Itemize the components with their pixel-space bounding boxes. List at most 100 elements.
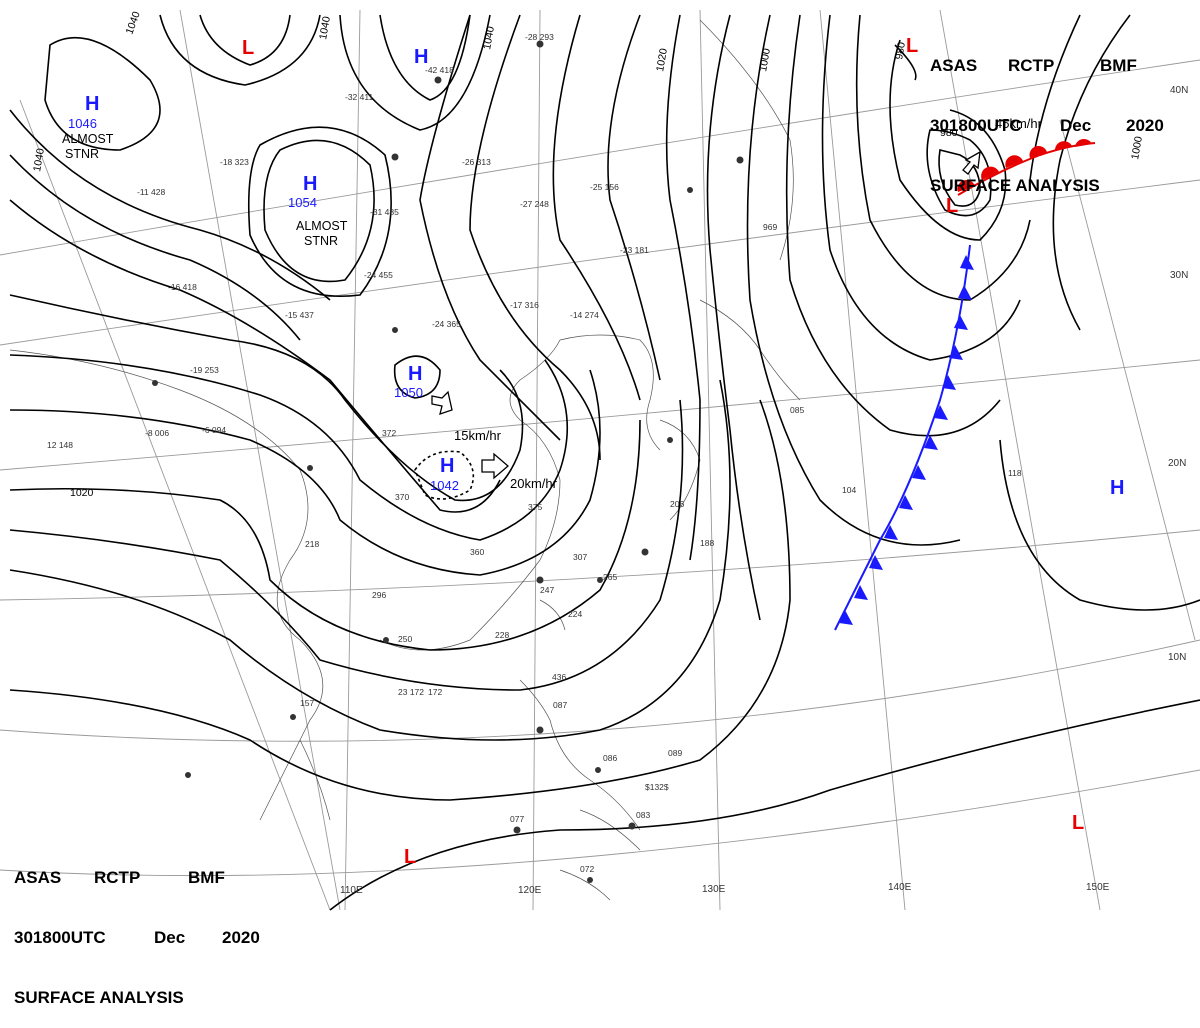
motion-arrow-low (962, 150, 981, 175)
motion-arrows (431, 150, 981, 480)
station-report: 372 (382, 428, 396, 438)
station-report: 206 (670, 499, 684, 509)
low-letter: L (404, 846, 416, 868)
station-report: -17 316 (510, 300, 539, 310)
station-report: -26 313 (462, 157, 491, 167)
isobar-label: 1040 (31, 147, 47, 172)
station-report: -25 156 (590, 182, 619, 192)
header-title: SURFACE ANALYSIS (930, 176, 1100, 195)
station-report: 265 (603, 572, 617, 582)
station-markers (152, 40, 744, 883)
pressure-systems: H 1046 ALMOST STNR H 1054 ALMOST STNR H … (62, 35, 1124, 868)
station-report: -14 274 (570, 310, 599, 320)
station-report: 307 (573, 552, 587, 562)
station-report: 224 (568, 609, 582, 619)
header-line-2: 301800UTC Dec 2020 (14, 928, 260, 948)
high-letter: H (1110, 477, 1124, 499)
station-report: 218 (305, 539, 319, 549)
header-month: Dec (154, 928, 186, 947)
isobar-label: 1020 (654, 47, 670, 72)
station-report: -28 293 (525, 32, 554, 42)
high-letter: H (408, 363, 422, 385)
isobar-label: 1000 (757, 47, 773, 72)
latitude-label: 10N (1168, 652, 1186, 663)
station-report: -16 418 (168, 282, 197, 292)
high-value: 1046 (68, 116, 97, 131)
low-south-west: L (404, 846, 416, 868)
header-agency: ASAS (930, 56, 978, 75)
latitude-label: 20N (1168, 458, 1186, 469)
low-south-east: L (1072, 812, 1084, 834)
motion-arrow-1042 (481, 452, 509, 480)
isobar-label: 1000 (1129, 135, 1145, 160)
station-report: -32 411 (345, 92, 373, 102)
station-report: 077 (510, 814, 524, 824)
station-report: -8 006 (145, 428, 169, 438)
surface-analysis-map: 1040 1040 1040 1040 1020 1020 1000 1000 … (0, 9, 1200, 911)
isobar-label: 980 (893, 41, 908, 60)
high-letter: H (85, 93, 99, 115)
station-report: 360 (470, 547, 484, 557)
header-code: BMF (188, 868, 225, 887)
station-report: -24 365 (432, 319, 461, 329)
station-report: 086 (603, 753, 617, 763)
high-1042: H 1042 20km/hr (430, 455, 558, 493)
station-report: 370 (395, 492, 409, 502)
graticule-labels: 110E 120E 130E 140E 150E 40N 30N 20N 10N (340, 85, 1188, 896)
header-station: RCTP (94, 868, 141, 887)
station-report: 250 (398, 634, 412, 644)
longitude-label: 120E (518, 885, 542, 896)
station-report: 188 (700, 538, 714, 548)
header-year: 2020 (1126, 116, 1164, 135)
low-letter: L (946, 195, 958, 217)
system-note: STNR (65, 147, 99, 161)
motion-label: 20km/hr (510, 476, 558, 491)
high-value: 1054 (288, 195, 317, 210)
system-note: STNR (304, 234, 338, 248)
header-line-1: ASAS RCTP BMF (14, 868, 260, 888)
cold-front (834, 244, 974, 631)
low-letter: L (1072, 812, 1084, 834)
header-line-1: ASAS RCTP BMF (930, 56, 1164, 76)
station-report: -11 428 (137, 187, 165, 197)
station-report: -24 455 (364, 270, 393, 280)
isobar-label: 1040 (481, 25, 497, 50)
high-north: H (414, 46, 428, 68)
header-top: ASAS RCTP BMF 301800UTC Dec 2020 SURFACE… (930, 16, 1164, 216)
station-report: 228 (495, 630, 509, 640)
station-report: 118 (1008, 468, 1022, 478)
station-report: -19 253 (190, 365, 219, 375)
header-time: 301800UTC (14, 928, 106, 947)
station-report: $132$ (645, 782, 669, 792)
motion-label: 45km/hr (995, 116, 1043, 131)
latitude-label: 30N (1170, 270, 1188, 281)
longitude-label: 130E (702, 884, 726, 895)
isobar-label: 1040 (317, 15, 333, 40)
system-note: ALMOST (296, 219, 348, 233)
station-report: -15 437 (285, 310, 314, 320)
station-report: 104 (842, 485, 856, 495)
motion-label: 15km/hr (454, 428, 502, 443)
latitude-label: 40N (1170, 85, 1188, 96)
header-bottom: ASAS RCTP BMF 301800UTC Dec 2020 SURFACE… (14, 828, 260, 1028)
header-time: 301800UTC (930, 116, 1022, 135)
low-letter: L (906, 35, 918, 57)
station-report: 969 (763, 222, 777, 232)
station-report: 375 (528, 502, 542, 512)
high-east: H (1110, 477, 1124, 499)
station-report: 23 172 (398, 687, 424, 697)
system-note: ALMOST (62, 132, 114, 146)
isobar-label: 980 (940, 127, 958, 139)
high-value: 1050 (394, 385, 423, 400)
header-agency: ASAS (14, 868, 62, 887)
high-letter: H (303, 173, 317, 195)
warm-front-semicircles (957, 139, 1092, 192)
station-report: 12 148 (47, 440, 73, 450)
station-report: 072 (580, 864, 594, 874)
header-line-2: 301800UTC Dec 2020 (930, 116, 1164, 136)
isobar-labels: 1040 1040 1040 1040 1020 1020 1000 1000 … (31, 10, 1145, 499)
high-letter: H (440, 455, 454, 477)
low-cyclone: L 45km/hr (946, 116, 1043, 217)
station-report: -23 181 (620, 245, 649, 255)
longitude-label: 150E (1086, 882, 1110, 893)
